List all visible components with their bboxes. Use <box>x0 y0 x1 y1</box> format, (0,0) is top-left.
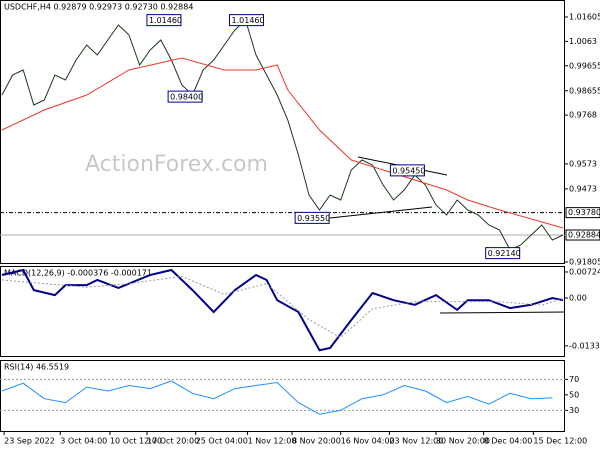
series-line <box>1 19 564 251</box>
annotation-label: 0.93550 <box>297 214 330 223</box>
panel-frame <box>0 266 565 357</box>
annotation-label: 0.95450 <box>392 166 425 175</box>
macd-trend-line <box>439 311 566 314</box>
x-tick-label: 23 Nov 12:00 <box>389 437 443 446</box>
x-tick-label: 30 Nov 20:00 <box>436 437 490 446</box>
y-tick-label: 1.0063 <box>569 37 597 46</box>
watermark: ActionForex.com <box>85 152 268 177</box>
x-tick-label: 17 Oct 20:00 <box>147 437 199 446</box>
y-tick-label: 0.9473 <box>569 184 597 193</box>
y-tick-label: 0.98655 <box>569 86 600 95</box>
x-tick-label: 23 Sep 2022 <box>4 437 55 446</box>
y-tick-label: 0.9573 <box>569 159 597 168</box>
price-level-label: 0.92884 <box>568 231 600 240</box>
x-tick-label: 16 Nov 04:00 <box>341 437 395 446</box>
x-tick-label: 15 Dec 12:00 <box>533 437 587 446</box>
panel-title: USDCHF,H4 0.92879 0.92973 0.92730 0.9288… <box>4 3 193 12</box>
panel-title: RSI(14) 46.5519 <box>4 363 69 372</box>
annotation-box <box>389 164 425 177</box>
annotation-box <box>229 14 265 27</box>
series-line <box>1 380 553 415</box>
series-line <box>1 57 564 229</box>
x-tick-label: 1 Nov 12:00 <box>248 437 297 446</box>
price-level-label: 0.93780 <box>568 208 600 217</box>
panel-frame <box>0 0 565 264</box>
annotation-box <box>294 211 330 224</box>
x-tick-label: 8 Nov 20:00 <box>292 437 341 446</box>
annotation-box <box>485 247 521 260</box>
price-level-box <box>565 229 600 241</box>
y-tick-label: -0.0133 <box>569 341 600 350</box>
series-line <box>1 268 564 352</box>
y-tick-label: 0.99655 <box>569 61 600 70</box>
annotation-label: 0.92140 <box>488 249 521 258</box>
panel-title: MACD(12,26,9) -0.000376 -0.000171 <box>4 269 152 278</box>
y-tick-label: 0.9768 <box>569 111 597 120</box>
y-tick-label: 50 <box>569 390 579 399</box>
y-tick-label: 0.00724 <box>569 267 600 276</box>
x-tick-label: 8 Dec 04:00 <box>484 437 533 446</box>
y-tick-label: 70 <box>569 375 579 384</box>
y-tick-label: 0.00 <box>569 294 587 303</box>
x-tick-label: 25 Oct 04:00 <box>196 437 248 446</box>
y-tick-label: 1.01605 <box>569 13 600 22</box>
annotation-box <box>146 14 182 27</box>
x-tick-label: 10 Oct 12:00 <box>110 437 162 446</box>
y-tick-label: 0.91805 <box>569 258 600 267</box>
annotation-label: 0.98400 <box>170 93 203 102</box>
y-tick-label: 30 <box>569 406 579 415</box>
annotation-label: 1.01460 <box>149 16 182 25</box>
panel-frame <box>0 360 565 432</box>
annotation-box <box>167 90 203 103</box>
x-tick-label: 3 Oct 04:00 <box>60 437 107 446</box>
price-level-box <box>565 207 600 219</box>
annotation-label: 1.01460 <box>232 16 265 25</box>
